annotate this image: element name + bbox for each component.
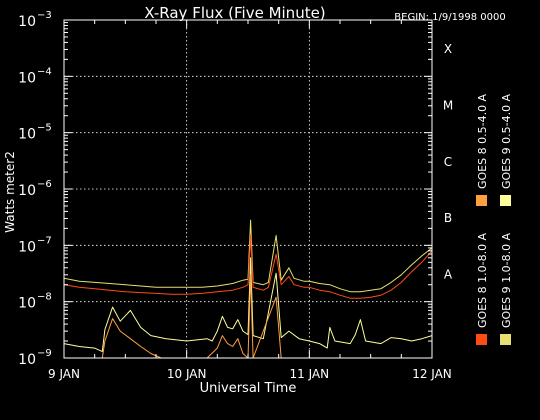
y-tick-exponent: −9 (37, 348, 52, 359)
y-tick-base: 10 (18, 352, 36, 368)
y-tick-exponent: −5 (37, 123, 52, 134)
y-tick-label: 10 −5 (18, 123, 52, 143)
y-tick-label: 10 −4 (18, 66, 52, 86)
legend-label: GOES 8 0.5-4.0 A (476, 93, 489, 189)
axis-layer: 10 −310 −410 −510 −610 −710 −810 −99 JAN 10 JAN 1… (18, 10, 453, 381)
legend-label: GOES 8 1.0-8.0 A (476, 232, 489, 328)
legend-label: GOES 9 0.5-4.0 A (500, 93, 513, 189)
series-line (64, 274, 432, 359)
grid-layer (64, 20, 432, 358)
legend-swatch (500, 334, 511, 345)
y-tick-exponent: −7 (37, 235, 52, 246)
y-tick-label: 10 −6 (18, 179, 52, 199)
y-tick-exponent: −3 (37, 10, 52, 21)
y-tick-base: 10 (18, 296, 36, 312)
series-layer (63, 219, 433, 359)
x-tick-label: 11 JAN (290, 367, 330, 381)
legend-entry: GOES 8 1.0-8.0 A (476, 232, 489, 345)
x-tick-label: 10 JAN (167, 367, 207, 381)
y-tick-base: 10 (18, 14, 36, 30)
legend-swatch (500, 195, 511, 206)
flare-class-label: X (444, 42, 452, 56)
x-tick-label: 12 JAN (412, 367, 452, 381)
series-line (63, 234, 433, 299)
chart-title: X-Ray Flux (Five Minute) (144, 4, 325, 22)
y-tick-label: 10 −8 (18, 292, 52, 312)
y-tick-base: 10 (18, 70, 36, 86)
y-tick-label: 10 −3 (18, 10, 52, 30)
legend-swatch (476, 334, 487, 345)
flare-class-label: M (443, 99, 453, 113)
y-tick-label: 10 −9 (18, 348, 52, 368)
legend-entry: GOES 8 0.5-4.0 A (476, 93, 489, 206)
flare-class-label: C (444, 155, 452, 169)
x-tick-label: 9 JAN (48, 367, 80, 381)
y-tick-exponent: −4 (37, 66, 52, 77)
flare-class-label: B (444, 211, 452, 225)
legend-swatch (476, 195, 487, 206)
y-tick-base: 10 (18, 127, 36, 143)
legend-entry: GOES 9 0.5-4.0 A (500, 93, 513, 206)
begin-label: BEGIN: 1/9/1998 0000 (394, 12, 505, 23)
y-tick-exponent: −8 (37, 292, 52, 303)
legend-label: GOES 9 1.0-8.0 A (500, 232, 513, 328)
series-line (63, 257, 433, 353)
y-tick-base: 10 (18, 239, 36, 255)
legend-entry: GOES 9 1.0-8.0 A (500, 232, 513, 345)
x-axis-label: Universal Time (200, 381, 297, 396)
y-tick-exponent: −6 (37, 179, 52, 190)
y-tick-base: 10 (18, 183, 36, 199)
flare-class-label: A (444, 268, 453, 282)
legend-layer: GOES 8 1.0-8.0 A GOES 8 0.5-4.0 A GOES 9 1… (476, 93, 513, 345)
y-axis-label: Watts meter2 (3, 151, 17, 233)
series-line (63, 219, 433, 293)
y-tick-label: 10 −7 (18, 235, 52, 255)
